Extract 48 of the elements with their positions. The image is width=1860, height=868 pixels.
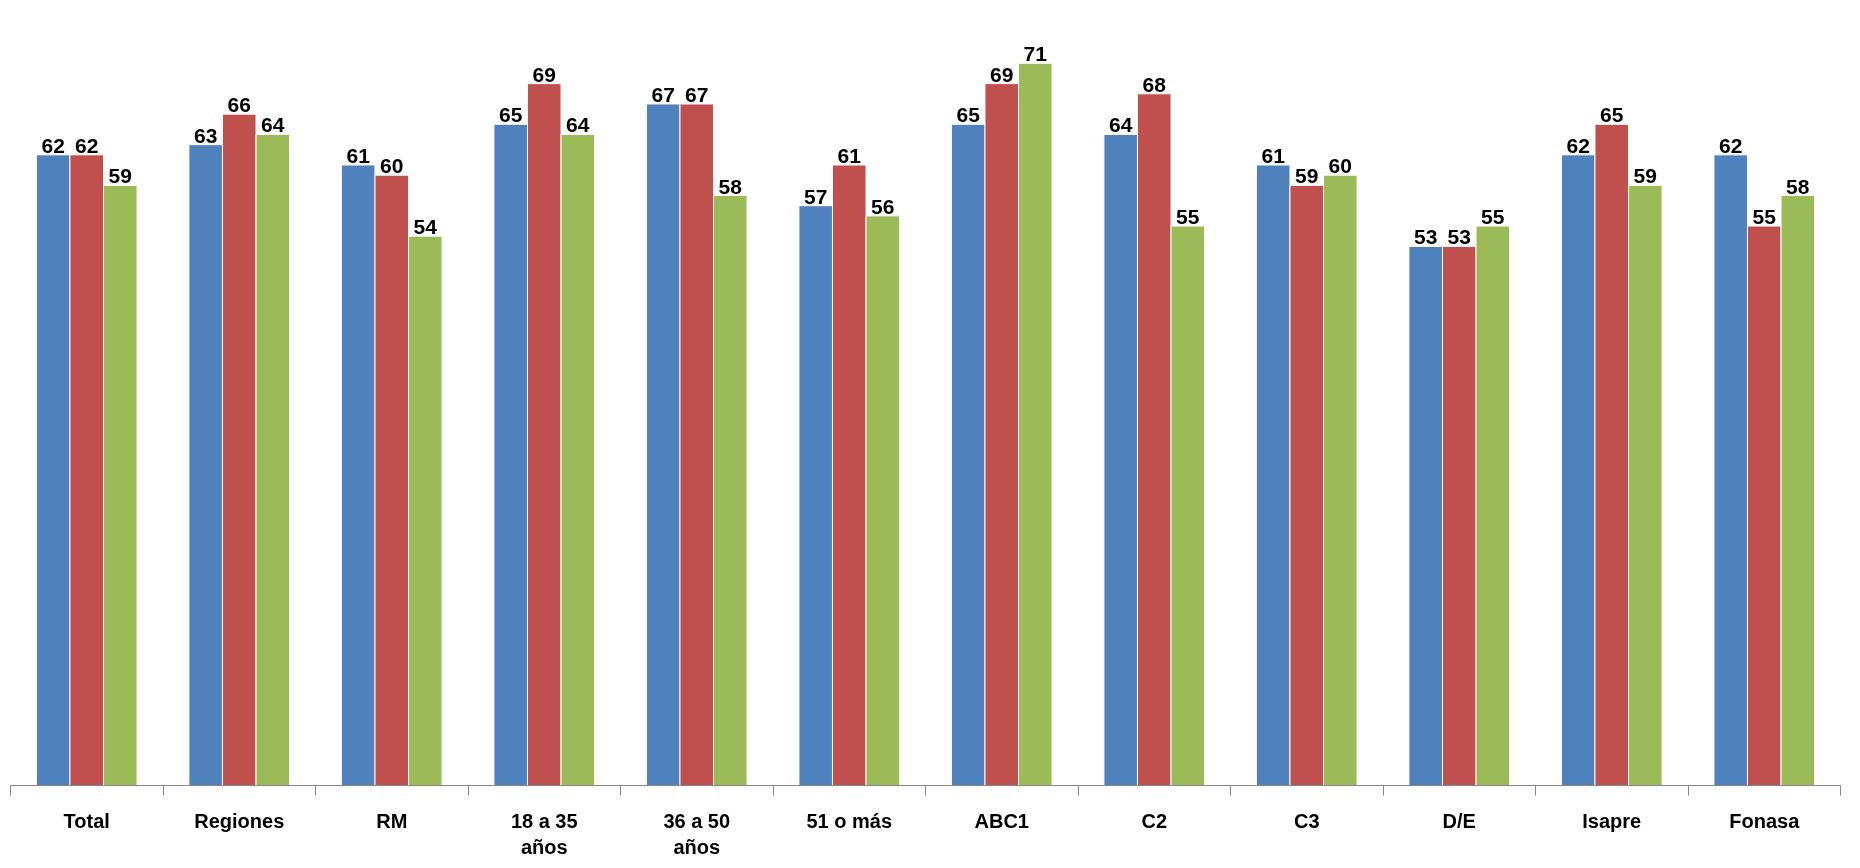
data-label: 59 bbox=[1633, 164, 1657, 188]
data-label: 65 bbox=[1600, 103, 1624, 127]
data-label: 53 bbox=[1414, 225, 1438, 249]
data-label: 65 bbox=[956, 103, 981, 127]
x-tick-label: ABC1 bbox=[974, 809, 1029, 832]
data-label: 57 bbox=[804, 184, 828, 208]
data-label: 69 bbox=[532, 62, 556, 86]
data-label: 64 bbox=[1109, 113, 1133, 137]
data-label: 53 bbox=[1447, 225, 1471, 249]
x-tick-label: Isapre bbox=[1582, 809, 1642, 832]
data-label: 65 bbox=[499, 103, 523, 127]
data-label: 62 bbox=[75, 133, 99, 157]
data-label: 55 bbox=[1481, 205, 1505, 229]
data-label: 59 bbox=[108, 164, 132, 188]
data-label: 55 bbox=[1176, 205, 1200, 229]
data-label: 68 bbox=[1142, 72, 1167, 96]
x-tick-label: C3 bbox=[1293, 809, 1320, 832]
data-label: 67 bbox=[685, 82, 709, 106]
x-tick-label: RM bbox=[376, 809, 408, 832]
data-label: 59 bbox=[1295, 164, 1319, 188]
data-label: 63 bbox=[194, 123, 218, 147]
x-tick-label: C2 bbox=[1141, 809, 1168, 832]
data-label: 61 bbox=[837, 144, 862, 167]
data-label: 58 bbox=[718, 174, 743, 198]
data-label: 71 bbox=[1023, 42, 1048, 66]
x-tick-label: Regiones bbox=[194, 809, 285, 832]
x-tick-label: 51 o más bbox=[806, 809, 893, 832]
x-tick-label: Total bbox=[63, 809, 110, 832]
data-label: 56 bbox=[871, 194, 895, 218]
x-tick-label: 36 a 50 años bbox=[663, 809, 731, 858]
data-label: 64 bbox=[261, 113, 285, 137]
data-label: 61 bbox=[346, 144, 371, 167]
data-label: 62 bbox=[1719, 133, 1743, 157]
data-label: 60 bbox=[380, 154, 404, 178]
data-label: 62 bbox=[1566, 133, 1590, 157]
data-label: 66 bbox=[227, 93, 251, 117]
x-tick-label: 18 a 35 años bbox=[510, 809, 578, 858]
data-label: 55 bbox=[1752, 205, 1777, 229]
data-label: 60 bbox=[1328, 154, 1352, 178]
data-label: 69 bbox=[990, 62, 1014, 86]
x-tick-label: D/E bbox=[1442, 809, 1476, 832]
data-label: 67 bbox=[651, 82, 675, 106]
data-label: 61 bbox=[1261, 144, 1286, 167]
data-label: 54 bbox=[413, 215, 438, 239]
x-tick-label: Fonasa bbox=[1729, 809, 1801, 832]
data-label: 64 bbox=[566, 113, 590, 137]
data-label: 58 bbox=[1786, 174, 1810, 198]
data-label: 62 bbox=[41, 133, 65, 157]
